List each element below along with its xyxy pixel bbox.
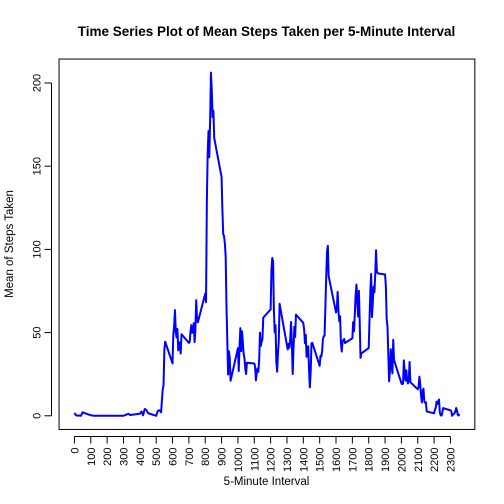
x-tick-label: 2300: [445, 448, 457, 472]
x-tick-label: 1200: [266, 448, 278, 472]
x-tick-label: 1600: [331, 448, 343, 472]
x-tick-label: 2100: [413, 448, 425, 472]
x-tick-label: 1800: [364, 448, 376, 472]
x-tick-label: 1400: [298, 448, 310, 472]
x-tick-label: 400: [135, 448, 147, 466]
x-tick-label: 0: [69, 448, 81, 454]
series-line: [73, 71, 461, 417]
x-tick-label: 700: [184, 448, 196, 466]
x-tick-label: 1100: [249, 448, 261, 472]
x-axis-label: 5-Minute Interval: [224, 476, 310, 488]
x-tick-label: 500: [151, 448, 163, 466]
x-tick-label: 900: [217, 448, 229, 466]
y-tick-label: 0: [32, 413, 44, 419]
x-tick-label: 300: [118, 448, 130, 466]
y-tick-label: 100: [32, 240, 44, 258]
x-tick-label: 1900: [380, 448, 392, 472]
x-tick-label: 100: [86, 448, 98, 466]
x-tick-label: 600: [168, 448, 180, 466]
x-tick-label: 2000: [396, 448, 408, 472]
x-tick-label: 800: [200, 448, 212, 466]
y-tick-label: 150: [32, 157, 44, 175]
x-tick-label: 1500: [315, 448, 327, 472]
y-axis: 0 50 100 150 200: [32, 74, 52, 419]
x-tick-label: 1000: [233, 448, 245, 472]
x-tick-label: 1700: [347, 448, 359, 472]
y-tick-label: 50: [32, 326, 44, 338]
x-tick-label: 2200: [429, 448, 441, 472]
chart-title: Time Series Plot of Mean Steps Taken per…: [78, 24, 456, 39]
y-tick-label: 200: [32, 74, 44, 92]
x-tick-label: 1300: [282, 448, 294, 472]
x-axis: 0 100 200 300 400 500 600 700 800 900 1000 1100 1200…: [69, 436, 457, 472]
plot-frame: [58, 58, 476, 430]
x-tick-label: 200: [102, 448, 114, 466]
y-axis-label: Mean of Steps Taken: [4, 190, 16, 298]
